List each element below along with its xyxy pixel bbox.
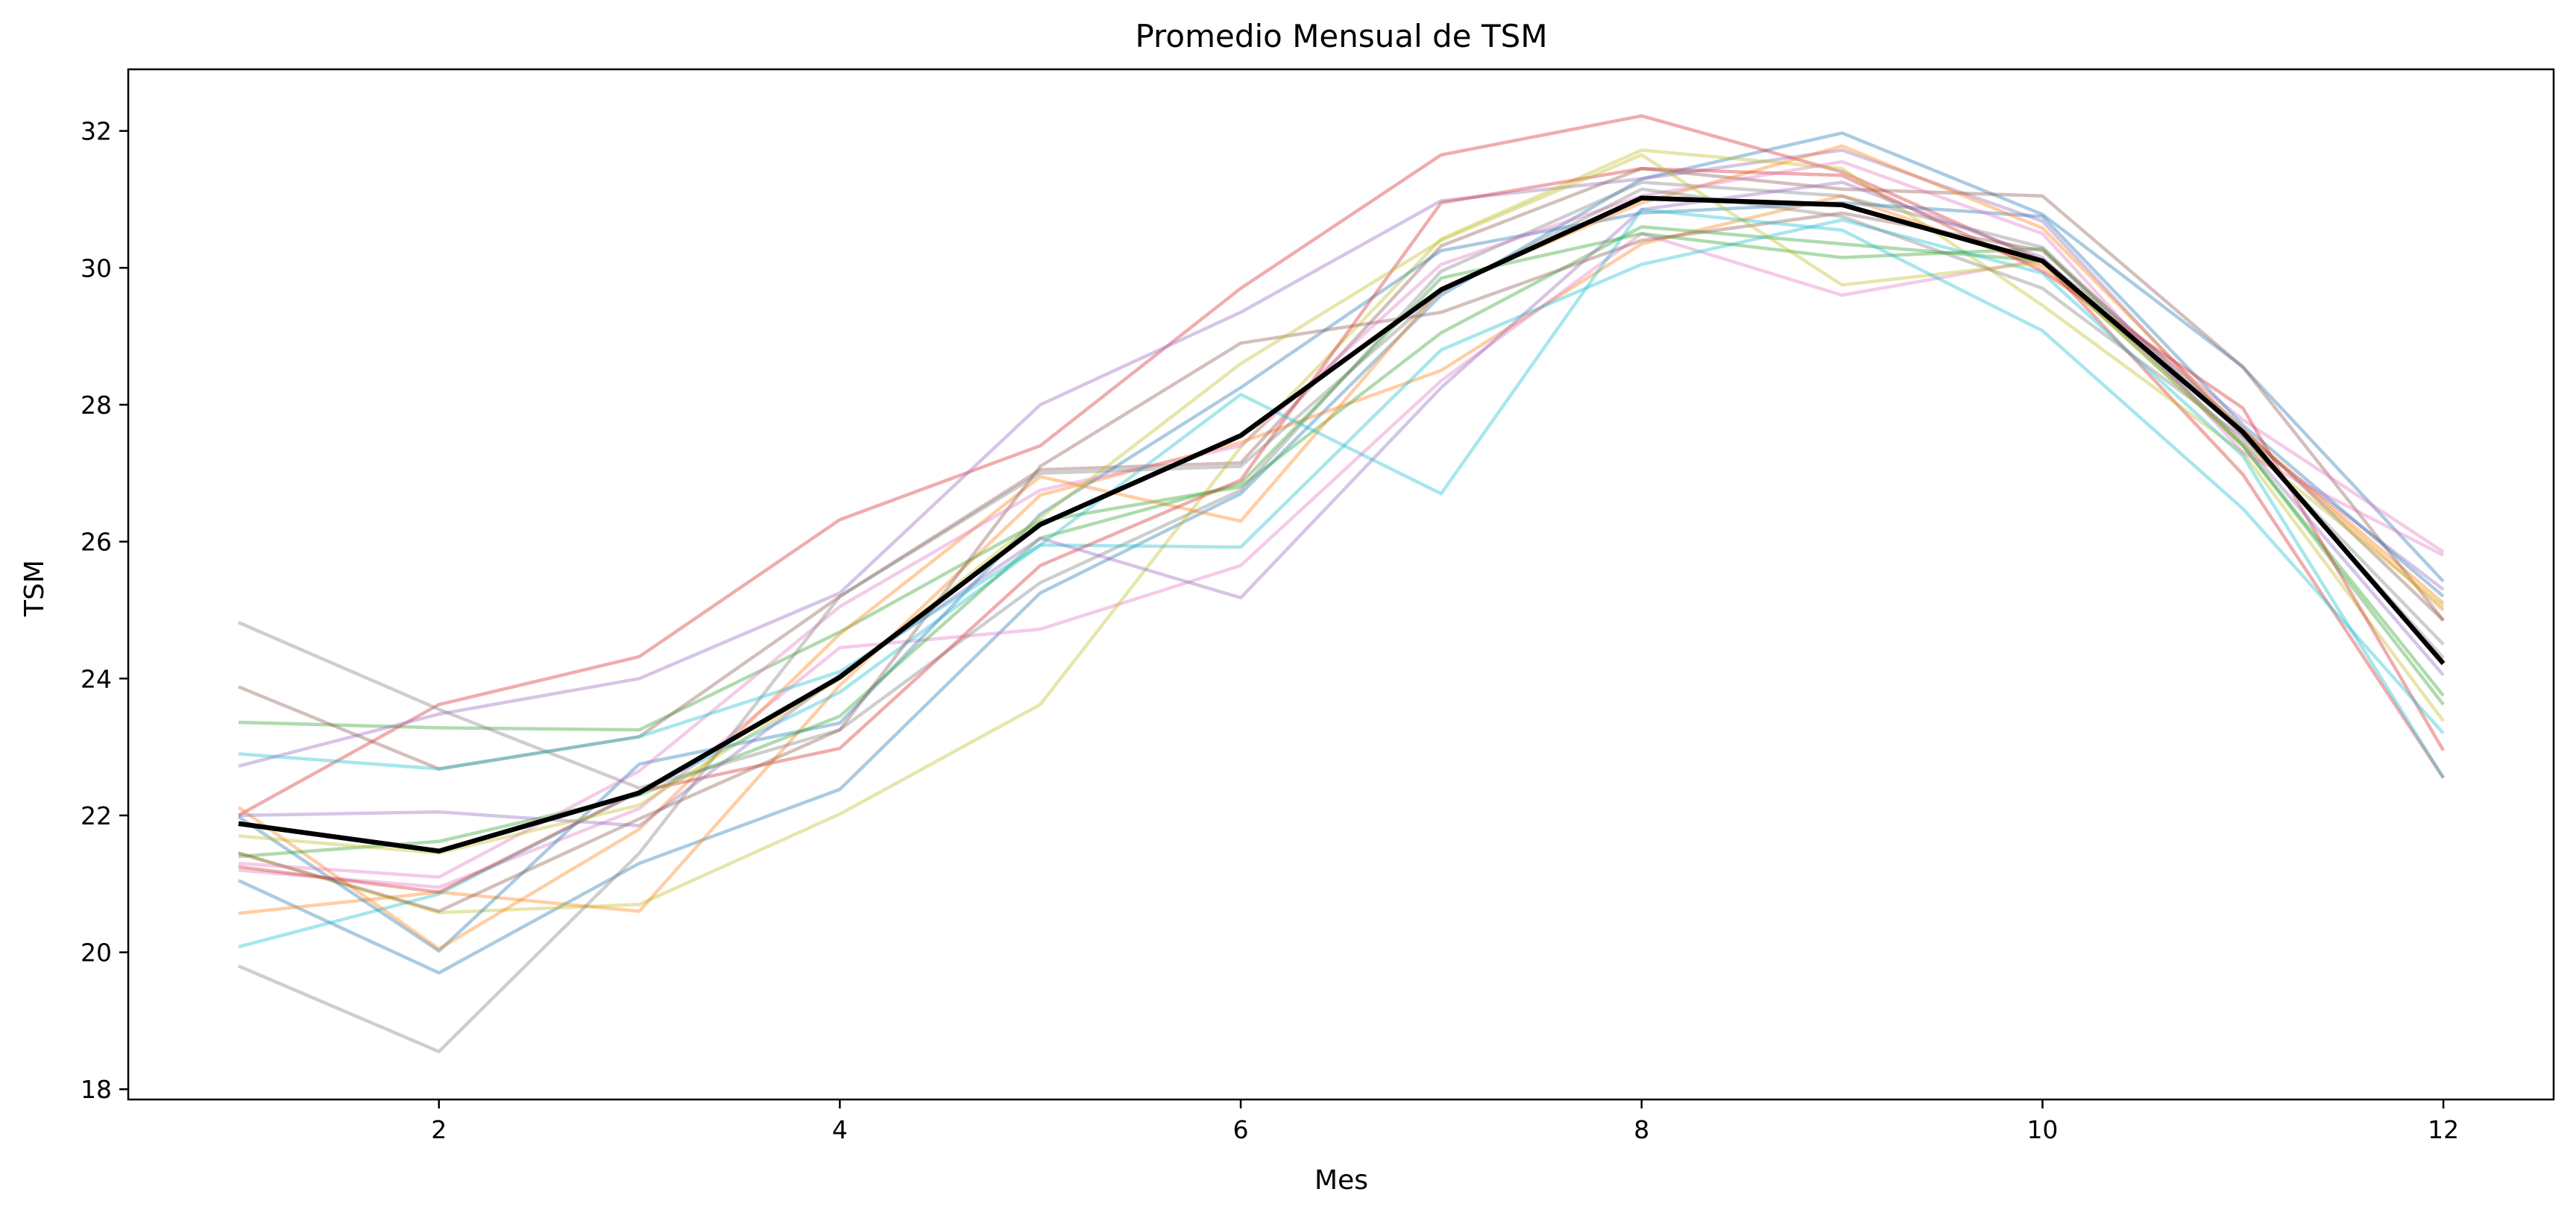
y-tick-label: 24 [81, 664, 112, 693]
y-tick-label: 30 [81, 253, 112, 283]
series-line-11 [237, 201, 2445, 953]
x-tick-label: 12 [2428, 1115, 2459, 1144]
y-tick-label: 22 [81, 801, 112, 830]
series-line-6 [238, 166, 2445, 771]
y-axis: 18 20 22 24 26 28 30 32 [81, 117, 128, 1104]
series-line-mean [238, 195, 2446, 854]
series-line-18 [238, 187, 2445, 1053]
y-tick-label: 32 [81, 117, 112, 146]
x-axis: 2 4 6 8 10 12 [431, 1099, 2459, 1144]
y-tick-label: 28 [81, 391, 112, 420]
series-line-16 [238, 211, 2445, 913]
x-tick-label: 6 [1233, 1115, 1249, 1144]
series-line-8 [238, 180, 2445, 790]
y-axis-label: TSM [19, 560, 50, 617]
series-line-19 [238, 153, 2445, 855]
x-tick-label: 4 [832, 1115, 848, 1144]
series-line-4 [237, 114, 2445, 817]
plot-area [127, 68, 2555, 1101]
x-tick-label: 10 [2027, 1115, 2058, 1144]
series-line-10 [238, 218, 2446, 949]
series-line-1 [237, 131, 2445, 975]
axes-frame [127, 68, 2555, 1101]
series-line-17 [238, 160, 2445, 879]
series-line-2 [238, 194, 2445, 915]
x-tick-label: 8 [1634, 1115, 1649, 1144]
x-axis-label: Mes [1314, 1165, 1368, 1196]
series-line-9 [238, 148, 2445, 915]
y-tick-label: 26 [81, 528, 112, 557]
series-line-20 [238, 207, 2445, 771]
y-tick-label: 18 [81, 1075, 112, 1104]
series-line-5 [238, 148, 2445, 768]
series-line-12 [237, 144, 2445, 951]
x-tick-label: 2 [431, 1115, 447, 1144]
y-tick-label: 20 [81, 938, 112, 968]
series-layer [237, 114, 2446, 1053]
series-line-14 [238, 166, 2446, 895]
chart-title: Promedio Mensual de TSM [1135, 18, 1547, 54]
